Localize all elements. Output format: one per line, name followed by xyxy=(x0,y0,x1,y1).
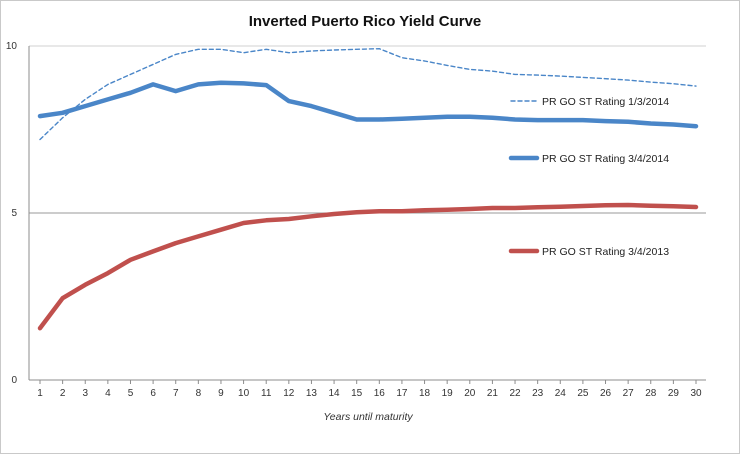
y-tick-label: 10 xyxy=(6,41,18,52)
legend-label-2: PR GO ST Rating 3/4/2014 xyxy=(542,153,669,165)
x-tick-label: 12 xyxy=(283,388,295,399)
x-tick-label: 8 xyxy=(196,388,202,399)
x-tick-label: 21 xyxy=(487,388,499,399)
x-tick-label: 17 xyxy=(396,388,408,399)
series-layer xyxy=(37,48,699,331)
x-tick-label: 28 xyxy=(645,388,657,399)
x-tick-label: 4 xyxy=(105,388,111,399)
x-tick-label: 16 xyxy=(374,388,386,399)
x-tick-label: 13 xyxy=(306,388,318,399)
legend: PR GO ST Rating 1/3/2014 PR GO ST Rating … xyxy=(508,96,669,258)
series-line-1 xyxy=(39,48,697,141)
x-tick-label: 25 xyxy=(577,388,589,399)
x-tick-label: 18 xyxy=(419,388,431,399)
x-tick-label: 29 xyxy=(668,388,680,399)
x-tick-label: 3 xyxy=(82,388,88,399)
x-tick-label: 1 xyxy=(37,388,43,399)
series-line-2 xyxy=(37,80,699,129)
grid-layer xyxy=(29,45,706,214)
x-tick-label: 19 xyxy=(442,388,454,399)
x-tick-label: 11 xyxy=(261,388,272,399)
x-tick-label: 6 xyxy=(150,388,156,399)
legend-label-3: PR GO ST Rating 3/4/2013 xyxy=(542,246,669,258)
x-tick-label: 30 xyxy=(690,388,702,399)
x-tick-label: 26 xyxy=(600,388,612,399)
x-axis-label: Years until maturity xyxy=(323,411,413,423)
legend-label-1: PR GO ST Rating 1/3/2014 xyxy=(542,96,669,108)
x-tick-label: 27 xyxy=(623,388,635,399)
x-tick-label: 7 xyxy=(173,388,179,399)
series-line-3 xyxy=(37,202,699,331)
x-tick-label: 14 xyxy=(329,388,341,399)
x-tick-label: 23 xyxy=(532,388,544,399)
x-tick-label: 22 xyxy=(509,388,521,399)
x-tick-label: 24 xyxy=(555,388,567,399)
x-tick-label: 5 xyxy=(128,388,134,399)
x-tick-label: 15 xyxy=(351,388,363,399)
x-tick-label: 20 xyxy=(464,388,476,399)
x-tick-label: 2 xyxy=(60,388,66,399)
chart-title: Inverted Puerto Rico Yield Curve xyxy=(249,13,482,30)
y-tick-label: 0 xyxy=(11,375,17,386)
y-tick-label: 5 xyxy=(11,208,17,219)
x-tick-label: 9 xyxy=(218,388,224,399)
x-tick-label: 10 xyxy=(238,388,250,399)
